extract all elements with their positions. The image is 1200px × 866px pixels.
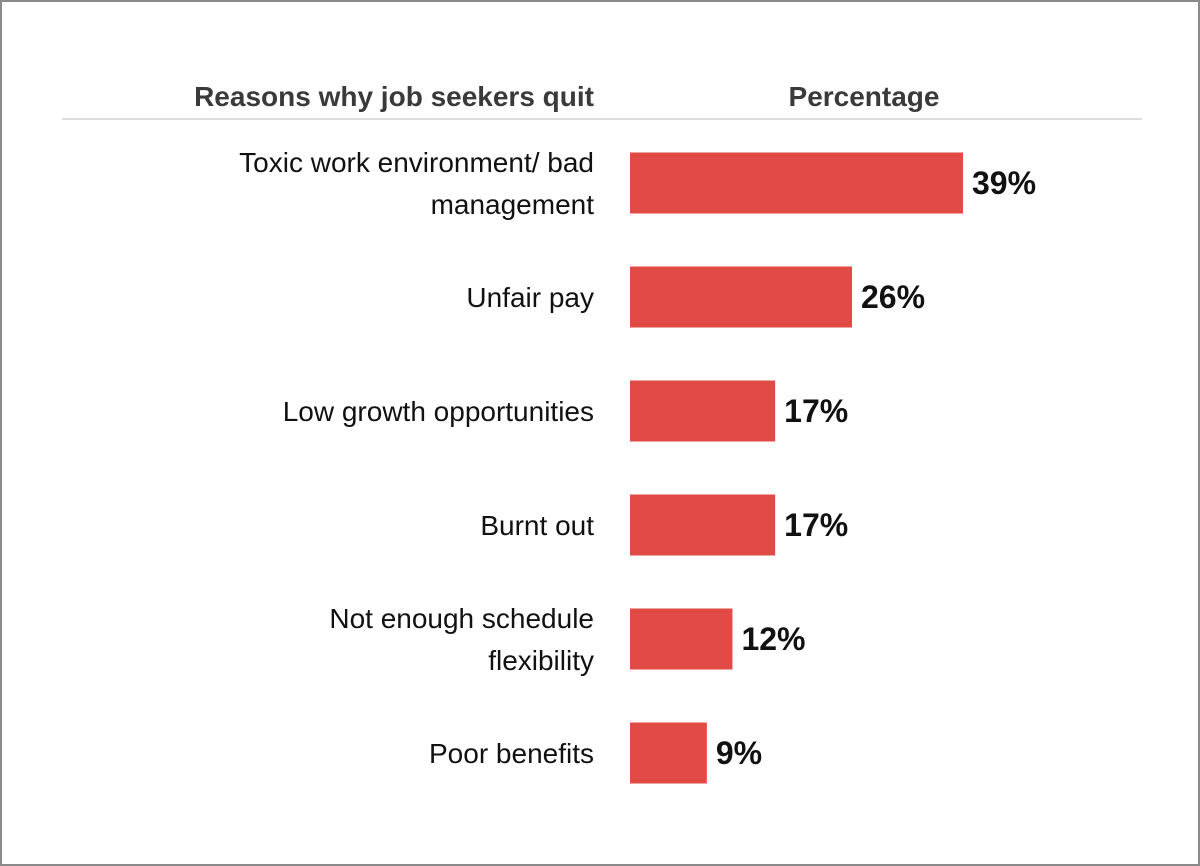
- value-label-2: 17%: [784, 393, 848, 429]
- category-label-3: Burnt out: [480, 510, 594, 541]
- category-label-line: Toxic work environment/ bad: [239, 147, 594, 178]
- category-label-5: Poor benefits: [429, 738, 594, 769]
- category-label-0: Toxic work environment/ bad management: [239, 147, 594, 220]
- category-column-header: Reasons why job seekers quit: [194, 81, 594, 112]
- category-label-4: Not enough schedule flexibility: [329, 603, 594, 676]
- bar-2: [630, 380, 776, 442]
- value-label-1: 26%: [861, 279, 925, 315]
- bar-4: [630, 608, 733, 670]
- value-label-5: 9%: [716, 735, 762, 771]
- category-label-line: Poor benefits: [429, 738, 594, 769]
- category-label-2: Low growth opportunities: [283, 396, 594, 427]
- bar-rows: 39% Toxic work environment/ bad management…: [239, 147, 1036, 784]
- bar-1: [630, 266, 852, 328]
- bar-5: [630, 722, 707, 784]
- category-label-1: Unfair pay: [466, 282, 594, 313]
- category-label-line: Low growth opportunities: [283, 396, 594, 427]
- value-label-3: 17%: [784, 507, 848, 543]
- category-label-line: Burnt out: [480, 510, 594, 541]
- value-label-4: 12%: [741, 621, 805, 657]
- category-label-line: Unfair pay: [466, 282, 594, 313]
- category-label-line: management: [431, 189, 595, 220]
- value-column-header: Percentage: [789, 81, 940, 112]
- value-label-0: 39%: [972, 165, 1036, 201]
- category-label-line: flexibility: [488, 645, 594, 676]
- category-label-line: Not enough schedule: [329, 603, 594, 634]
- bar-3: [630, 494, 776, 556]
- bar-0: [630, 152, 963, 214]
